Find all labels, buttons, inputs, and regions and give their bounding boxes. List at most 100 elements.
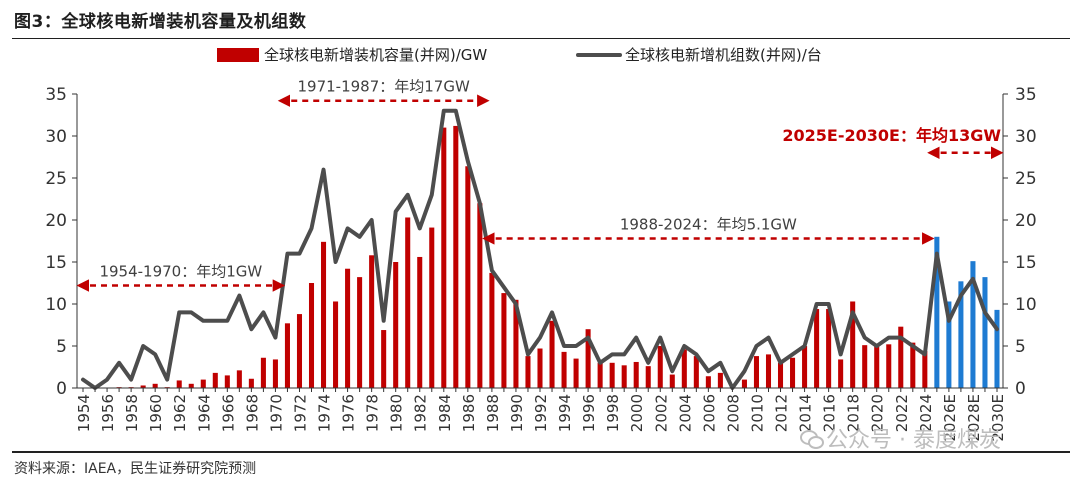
x-tick-label: 2030E	[989, 394, 1007, 442]
capacity-bar	[693, 356, 699, 388]
units-point	[947, 319, 951, 322]
x-tick-label: 1986	[460, 394, 478, 432]
units-point	[298, 252, 301, 255]
capacity-bar	[826, 309, 832, 388]
capacity-bar	[645, 366, 651, 388]
capacity-bar	[477, 203, 483, 388]
y-right-tick-label: 0	[1015, 379, 1026, 399]
units-point	[598, 361, 602, 364]
units-point	[923, 353, 927, 356]
x-tick-label: 2012	[773, 394, 791, 432]
units-point	[202, 319, 205, 322]
units-point	[610, 353, 614, 356]
capacity-bar	[152, 383, 158, 388]
units-point	[514, 302, 518, 306]
units-point	[141, 344, 145, 348]
units-point	[622, 353, 626, 356]
units-point	[779, 361, 782, 364]
y-right-tick-label: 35	[1015, 85, 1037, 105]
capacity-bar	[465, 166, 471, 388]
units-point	[767, 336, 770, 339]
y-right-tick-label: 15	[1015, 253, 1037, 273]
units-point	[851, 311, 854, 314]
units-point	[129, 378, 133, 381]
capacity-bar	[994, 309, 1000, 388]
capacity-bar	[597, 362, 603, 388]
units-point	[995, 328, 999, 331]
capacity-bar	[790, 357, 796, 388]
capacity-bar	[212, 372, 218, 388]
capacity-bar	[513, 299, 519, 388]
capacity-bar	[200, 379, 206, 388]
x-tick-label: 2010	[748, 394, 766, 432]
x-tick-label: 2028E	[965, 394, 983, 442]
units-point	[442, 109, 445, 113]
capacity-bar	[934, 236, 940, 388]
capacity-bar	[561, 351, 567, 388]
capacity-bar	[260, 357, 266, 388]
units-point	[827, 302, 830, 306]
y-right-tick-label: 25	[1015, 169, 1037, 189]
y-left-tick-label: 10	[45, 295, 67, 315]
capacity-bar	[345, 268, 351, 388]
x-tick-label: 1998	[604, 394, 622, 432]
capacity-bar	[224, 375, 230, 388]
x-tick-label: 1988	[484, 394, 502, 432]
footer-divider	[12, 451, 1070, 453]
capacity-bar	[369, 255, 375, 388]
capacity-bar	[441, 127, 447, 388]
capacity-bar	[429, 227, 435, 388]
x-tick-label: 2006	[700, 394, 718, 432]
x-tick-label: 2008	[724, 394, 742, 432]
units-point	[334, 260, 337, 264]
capacity-bar	[898, 326, 904, 388]
capacity-bar	[741, 379, 747, 388]
capacity-bar	[140, 385, 146, 388]
x-tick-label: 1960	[147, 394, 165, 432]
x-tick-label: 1976	[340, 394, 358, 432]
capacity-bar	[874, 346, 880, 388]
x-tick-label: 2018	[845, 394, 863, 432]
watermark-text: 公众号 · 泰度煤炭	[826, 428, 1001, 453]
capacity-bar	[705, 376, 711, 388]
units-point	[695, 353, 698, 356]
units-point	[214, 319, 217, 322]
x-tick-label: 1958	[123, 394, 141, 432]
capacity-bar	[777, 362, 784, 388]
capacity-bar	[958, 281, 964, 388]
units-point	[322, 168, 325, 171]
units-point	[526, 353, 530, 356]
y-right-tick-label: 20	[1015, 211, 1037, 231]
x-tick-label: 2024	[917, 394, 935, 432]
units-point	[370, 218, 373, 222]
units-point	[683, 344, 686, 348]
units-point	[454, 109, 458, 113]
units-point	[743, 370, 746, 373]
units-point	[586, 336, 590, 339]
source-note: 资料来源：IAEA，民生证券研究院预测	[14, 461, 257, 477]
capacity-bar	[284, 323, 290, 388]
bar-series	[80, 125, 1000, 389]
units-point	[839, 353, 842, 356]
capacity-bar	[357, 277, 363, 388]
capacity-bar	[681, 349, 687, 388]
units-point	[755, 344, 758, 348]
units-point	[406, 193, 409, 196]
units-point	[190, 311, 193, 314]
units-point	[238, 294, 241, 297]
capacity-bar	[838, 359, 844, 388]
units-point	[105, 378, 109, 381]
x-tick-label: 1954	[75, 394, 93, 432]
units-point	[346, 227, 349, 230]
capacity-bar	[922, 351, 928, 388]
capacity-bar	[549, 320, 555, 388]
capacity-bar	[657, 346, 663, 388]
units-point	[971, 277, 975, 280]
legend-line-label: 全球核电新增机组数(并网)/台	[625, 46, 822, 64]
capacity-bar	[321, 241, 327, 388]
capacity-bar	[814, 309, 820, 388]
x-tick-label: 2000	[628, 394, 646, 432]
annotation-layer: 1954-1970：年均1GW 1971-1987：年均17GW 1988-2024…	[76, 78, 1004, 292]
y-right-tick-label: 30	[1015, 127, 1037, 147]
y-left-tick-label: 35	[45, 85, 67, 105]
